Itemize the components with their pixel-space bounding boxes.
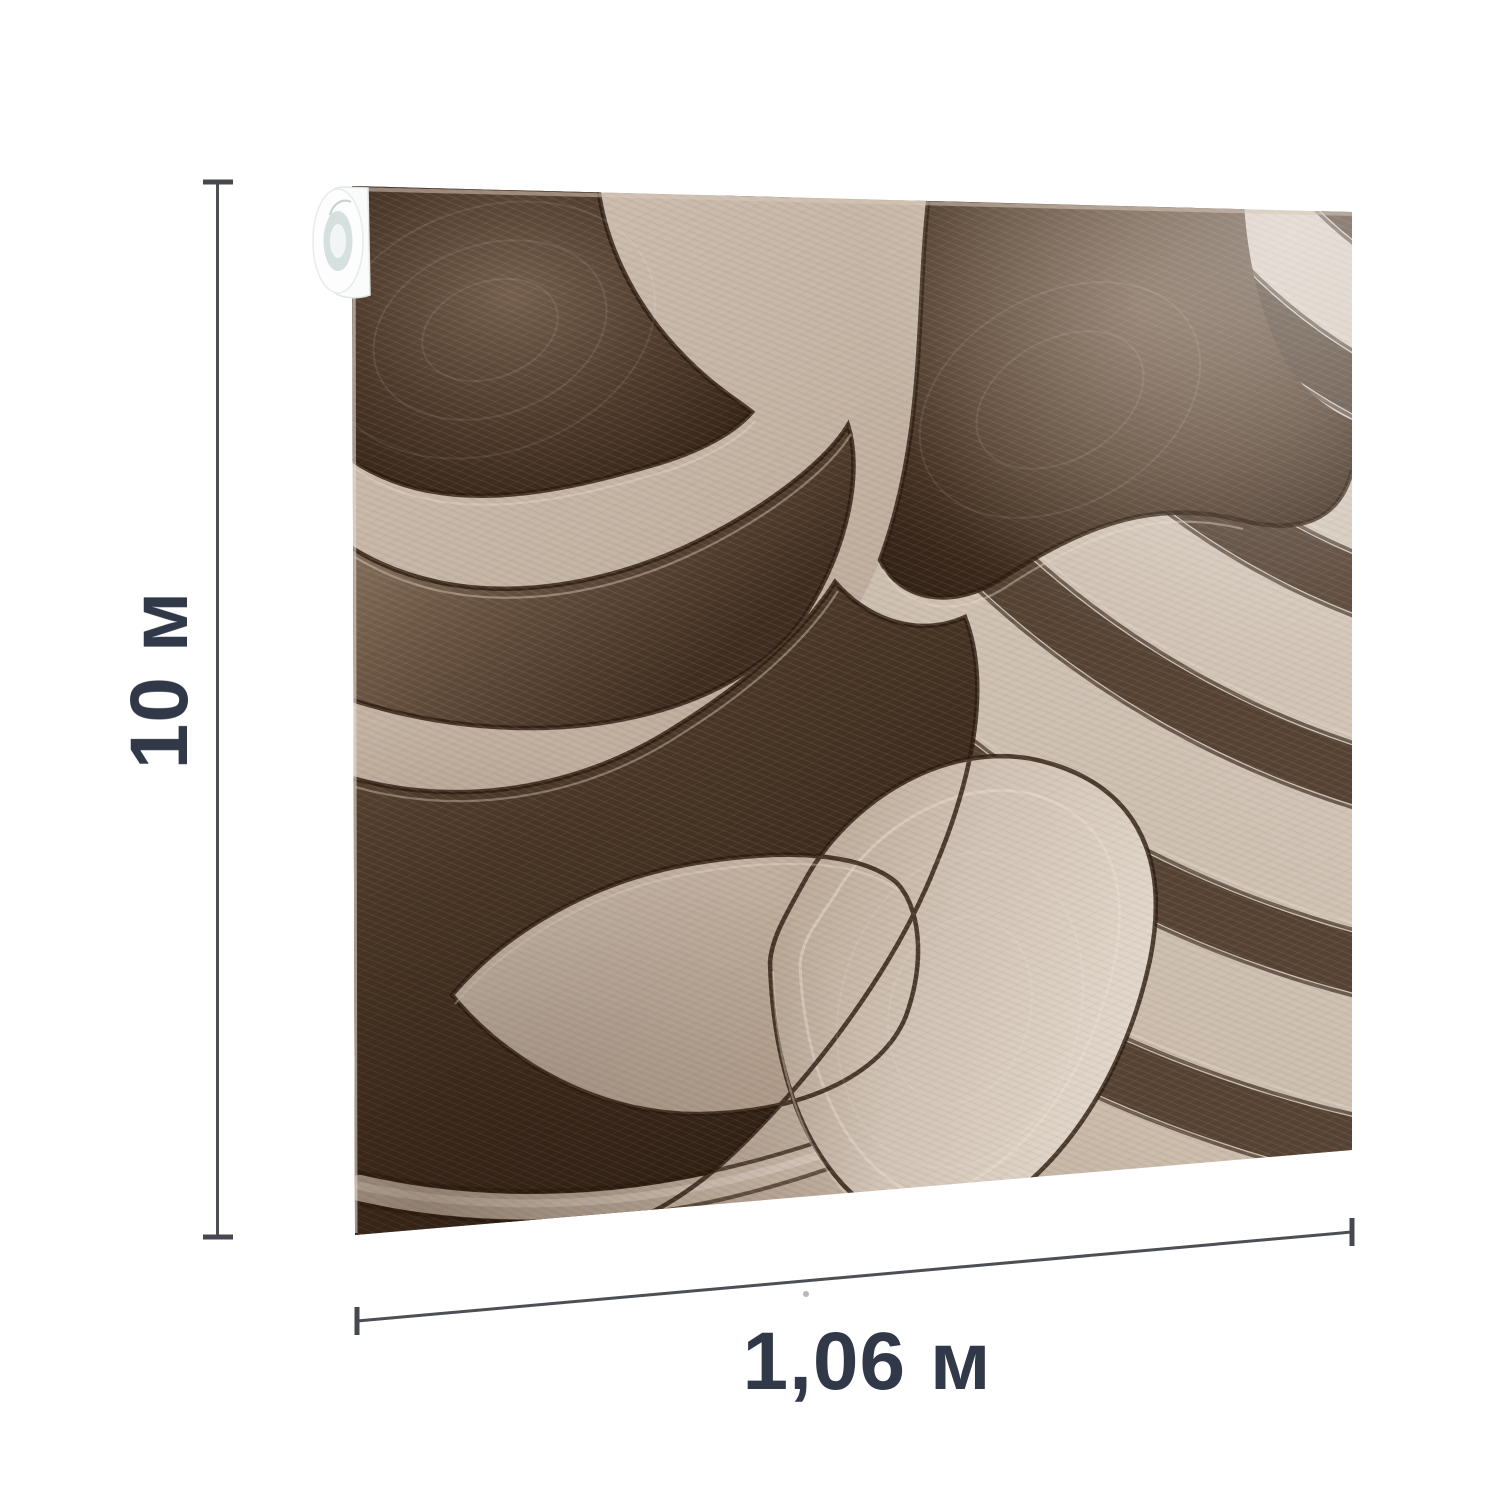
wallpaper-sheet bbox=[352, 186, 1352, 1235]
wallpaper-light-vignette bbox=[352, 186, 1352, 1235]
roll-core-shade bbox=[329, 199, 352, 216]
width-dimension-line bbox=[356, 1230, 1353, 1323]
sheet-top-edge bbox=[352, 187, 1352, 216]
height-dimension bbox=[203, 179, 233, 1240]
sheet-left-edge bbox=[352, 187, 358, 1234]
roll-core bbox=[312, 186, 371, 299]
dust-speck bbox=[803, 1291, 809, 1297]
width-dimension-label: 1,06 м bbox=[742, 1316, 992, 1407]
roll-core-hole bbox=[330, 224, 346, 258]
width-dimension bbox=[354, 1218, 1355, 1335]
height-dimension-label: 10 м bbox=[114, 590, 205, 770]
